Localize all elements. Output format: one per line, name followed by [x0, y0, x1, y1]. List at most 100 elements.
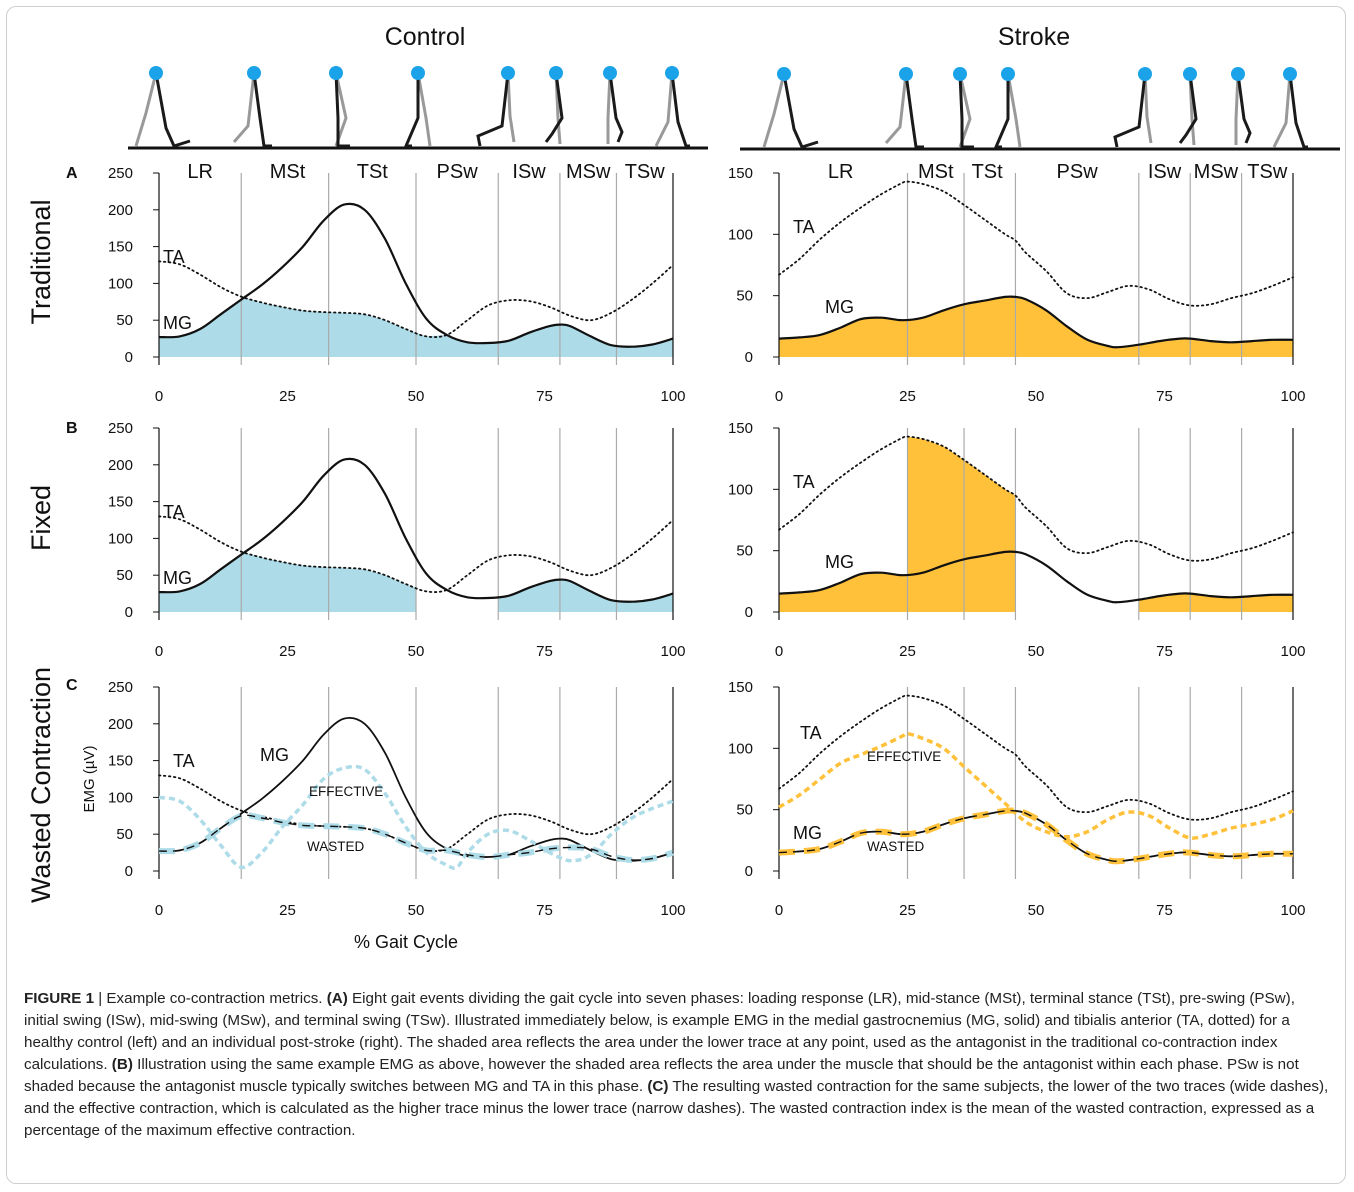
phase-label: TSw	[625, 161, 666, 183]
trailing-leg	[762, 73, 786, 148]
head-icon	[411, 66, 425, 80]
y-tick-label: 0	[745, 349, 753, 366]
row-title-fixed: Fixed	[26, 485, 56, 551]
leading-leg	[993, 74, 1010, 149]
phase-label: ISw	[1148, 161, 1182, 183]
leading-leg	[252, 72, 272, 148]
caption-b-text: Illustration using the same example EMG …	[24, 1056, 1299, 1095]
x-tick-label: 50	[408, 643, 425, 660]
x-tick-label: 75	[1156, 388, 1173, 405]
wasted-label: WASTED	[307, 839, 365, 854]
leading-leg	[1288, 73, 1308, 149]
x-tick-label: 75	[1156, 902, 1173, 919]
x-tick-label: 100	[660, 902, 685, 919]
leading-leg	[1113, 73, 1147, 148]
y-tick-label: 0	[125, 349, 133, 366]
y-tick-label: 150	[108, 239, 133, 256]
y-tick-label: 100	[728, 226, 753, 243]
y-tick-label: 100	[108, 530, 133, 547]
head-icon	[1001, 67, 1015, 81]
phase-label: PSw	[1057, 161, 1099, 183]
effective-label: EFFECTIVE	[309, 784, 383, 799]
leading-leg	[476, 72, 510, 147]
wasted-label: WASTED	[867, 839, 925, 854]
phase-label: TSw	[1247, 161, 1288, 183]
stick-figure-control-4	[476, 66, 516, 147]
ta-label: TA	[793, 472, 815, 492]
caption-intro: | Example co-contraction metrics.	[94, 990, 327, 1007]
gait-stick-figures	[128, 66, 1340, 151]
x-tick-label: 0	[775, 902, 783, 919]
y-tick-label: 150	[728, 679, 753, 696]
panel-letter-b: B	[66, 420, 78, 437]
y-tick-label: 50	[116, 567, 133, 584]
control-wasted-plot: 0 50 100 150 200 250 0 25 50 75 100 TA MG EFFECTIVE WA…	[81, 679, 686, 919]
stick-figure-control-1	[232, 66, 272, 148]
stick-figure-control-0	[134, 66, 191, 148]
effective-trace	[778, 731, 1294, 840]
stick-figure-stroke-5	[1178, 67, 1198, 146]
stroke-column-title: Stroke	[998, 23, 1070, 51]
y-tick-label: 0	[125, 863, 133, 880]
leading-leg	[782, 73, 819, 149]
stroke-fixed-mg-fill-0	[779, 572, 908, 612]
stick-figure-control-7	[654, 66, 690, 148]
stroke-fixed-plot: 0 50 100 150 0 25 50 75 100 TA MG	[728, 420, 1306, 660]
trailing-leg	[506, 72, 516, 143]
stick-figure-stroke-1	[884, 67, 924, 149]
x-tick-label: 50	[1028, 388, 1045, 405]
trailing-leg	[416, 72, 432, 147]
control-column-title: Control	[385, 23, 466, 51]
ta-label: TA	[163, 247, 185, 267]
wasted-trace-outline	[158, 814, 674, 861]
x-axis-title: % Gait Cycle	[354, 932, 458, 952]
mg-label: MG	[825, 552, 854, 572]
leading-leg	[958, 73, 974, 149]
phase-label: LR	[187, 161, 213, 183]
caption-figure-label: FIGURE 1	[24, 990, 95, 1007]
trailing-leg	[134, 72, 158, 147]
x-tick-label: 50	[408, 902, 425, 919]
y-tick-label: 150	[108, 494, 133, 511]
wasted-trace-outline	[778, 809, 1294, 862]
mg-label: MG	[163, 313, 192, 333]
y-tick-label: 100	[728, 740, 753, 757]
stroke-traditional-plot: 0 50 100 150 0 25 50 75 100 LR MSt TSt PSw ISw MSw TSw T…	[728, 161, 1306, 405]
x-tick-label: 25	[899, 388, 916, 405]
y-tick-label: 150	[728, 165, 753, 182]
y-tick-label: 250	[108, 420, 133, 437]
control-fixed-fill-1	[498, 579, 673, 612]
y-tick-label: 200	[108, 457, 133, 474]
trailing-leg	[884, 73, 908, 144]
stick-figure-stroke-0	[762, 67, 819, 149]
leading-leg	[1178, 73, 1198, 144]
stick-figure-stroke-6	[1231, 67, 1252, 145]
y-tick-label: 0	[745, 604, 753, 621]
trailing-leg	[654, 72, 674, 147]
x-tick-label: 75	[1156, 643, 1173, 660]
leading-leg	[904, 73, 924, 149]
head-icon	[777, 67, 791, 81]
trailing-leg	[606, 72, 612, 144]
mg-trace	[158, 202, 674, 348]
trailing-leg	[1272, 73, 1292, 148]
ta-label: TA	[793, 217, 815, 237]
phase-label: MSw	[1194, 161, 1239, 183]
y-tick-label: 50	[736, 288, 753, 305]
x-tick-label: 0	[155, 643, 163, 660]
stroke-fixed-mg-fill-1	[1138, 593, 1293, 612]
mg-trace	[158, 457, 674, 603]
x-tick-label: 25	[279, 902, 296, 919]
x-tick-label: 0	[155, 902, 163, 919]
control-fixed-fill-0	[159, 552, 416, 612]
stick-figure-control-5	[544, 66, 564, 145]
stick-figure-control-6	[603, 66, 624, 144]
y-tick-label: 50	[116, 312, 133, 329]
leading-leg	[608, 72, 624, 143]
y-tick-label: 50	[116, 826, 133, 843]
x-tick-label: 100	[1280, 643, 1305, 660]
phase-label: LR	[828, 161, 854, 183]
leading-leg	[334, 72, 350, 148]
phase-label: MSt	[918, 161, 954, 183]
